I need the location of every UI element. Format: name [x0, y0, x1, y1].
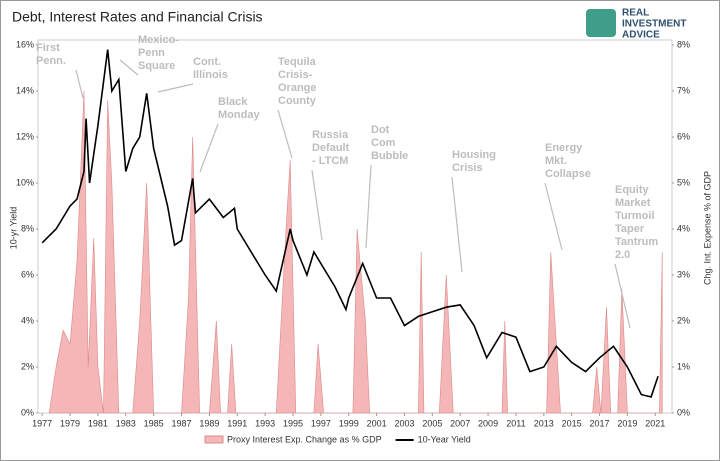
annotation-arrow [157, 83, 194, 93]
x-tick-label: 1987 [172, 418, 192, 428]
x-tick-label: 2019 [617, 418, 637, 428]
annotation: - LTCM [312, 155, 348, 167]
y2-tick-label: 0% [677, 407, 690, 417]
x-tick-label: 2007 [450, 418, 470, 428]
annotation-arrow [451, 176, 463, 273]
x-tick-label: 1981 [88, 418, 108, 428]
area-series [48, 90, 663, 414]
annotation: Cont. [193, 56, 221, 68]
annotation: First [36, 42, 60, 54]
logo-text: REAL [622, 8, 649, 19]
annotation: County [278, 95, 317, 107]
x-tick-label: 1993 [255, 418, 275, 428]
annotation: Market [615, 197, 651, 209]
annotation: Illinois [193, 69, 228, 81]
y2-tick-label: 7% [677, 85, 690, 95]
y2-tick-label: 8% [677, 39, 690, 49]
annotation: Bubble [371, 150, 408, 162]
chart-title: Debt, Interest Rates and Financial Crisi… [12, 9, 263, 25]
y-axis-label: 10-yr Yield [8, 207, 18, 250]
x-tick-label: 2009 [478, 418, 498, 428]
annotation-arrow [277, 109, 293, 159]
annotation: Collapse [545, 168, 591, 180]
x-tick-label: 2017 [590, 418, 610, 428]
y-tick-label: 0% [21, 407, 34, 417]
annotation: Housing [452, 149, 496, 161]
annotation: Orange [278, 82, 317, 94]
annotation: 2.0 [615, 249, 630, 261]
logo-text: ADVICE [622, 30, 660, 41]
annotation: Mkt. [545, 155, 567, 167]
logo-icon [586, 9, 616, 37]
y-tick-label: 12% [16, 131, 34, 141]
y2-tick-label: 1% [677, 361, 690, 371]
x-tick-label: 1991 [227, 418, 247, 428]
x-tick-label: 1989 [199, 418, 219, 428]
annotation: Energy [545, 142, 583, 154]
annotation: Com [371, 137, 396, 149]
x-tick-label: 2011 [506, 418, 525, 428]
y2-tick-label: 2% [677, 315, 690, 325]
x-tick-label: 1999 [339, 418, 359, 428]
annotation-arrow [119, 59, 139, 76]
annotation: Tantrum [615, 236, 658, 248]
annotation: Turmoil [615, 210, 655, 222]
x-tick-label: 2021 [645, 418, 665, 428]
y2-tick-label: 6% [677, 131, 690, 141]
y2-axis-label: Chg. Int. Expense % of GDP [702, 171, 712, 285]
annotation: Crisis- [278, 69, 313, 81]
annotation-arrow [75, 69, 84, 99]
x-tick-label: 1997 [311, 418, 331, 428]
x-tick-label: 1979 [60, 418, 80, 428]
annotation: Default [312, 142, 350, 154]
annotation: Black [218, 96, 248, 108]
annotation-arrow [614, 263, 631, 329]
annotation: Russia [312, 129, 349, 141]
annotation: Mexico- [138, 34, 179, 46]
x-tick-label: 2001 [367, 418, 387, 428]
y2-tick-label: 3% [677, 269, 690, 279]
annotation: Taper [615, 223, 645, 235]
x-tick-label: 1995 [283, 418, 303, 428]
x-tick-label: 2003 [394, 418, 414, 428]
annotation-arrow [544, 182, 563, 251]
legend-label: 10-Year Yield [418, 434, 471, 444]
annotation: Penn [138, 47, 165, 59]
annotation: Dot [371, 124, 390, 136]
y-tick-label: 16% [16, 39, 34, 49]
y-tick-label: 10% [16, 177, 34, 187]
x-tick-label: 1985 [144, 418, 164, 428]
y-tick-label: 8% [21, 223, 34, 233]
annotation: Penn. [36, 55, 66, 67]
annotation: Crisis [452, 162, 483, 174]
x-tick-label: 2005 [422, 418, 442, 428]
y2-tick-label: 4% [677, 223, 690, 233]
annotation-arrow [365, 164, 372, 249]
y-tick-label: 6% [21, 269, 34, 279]
x-tick-label: 2015 [562, 418, 582, 428]
y-tick-label: 14% [16, 85, 34, 95]
annotation-arrow [199, 123, 219, 173]
annotation-arrow [311, 169, 323, 241]
annotation: Equity [615, 184, 649, 196]
legend-label: Proxy Interest Exp. Change as % GDP [227, 434, 382, 444]
line-series [41, 49, 659, 398]
annotation: Square [138, 60, 175, 72]
annotation: Tequila [278, 56, 317, 68]
x-tick-label: 1983 [116, 418, 136, 428]
y-tick-label: 2% [21, 361, 34, 371]
legend-swatch [204, 435, 224, 444]
y2-tick-label: 5% [677, 177, 690, 187]
annotation: Monday [218, 109, 260, 121]
x-tick-label: 2013 [534, 418, 554, 428]
logo-text: INVESTMENT [622, 19, 686, 30]
y-tick-label: 4% [21, 315, 34, 325]
x-tick-label: 1977 [32, 418, 52, 428]
